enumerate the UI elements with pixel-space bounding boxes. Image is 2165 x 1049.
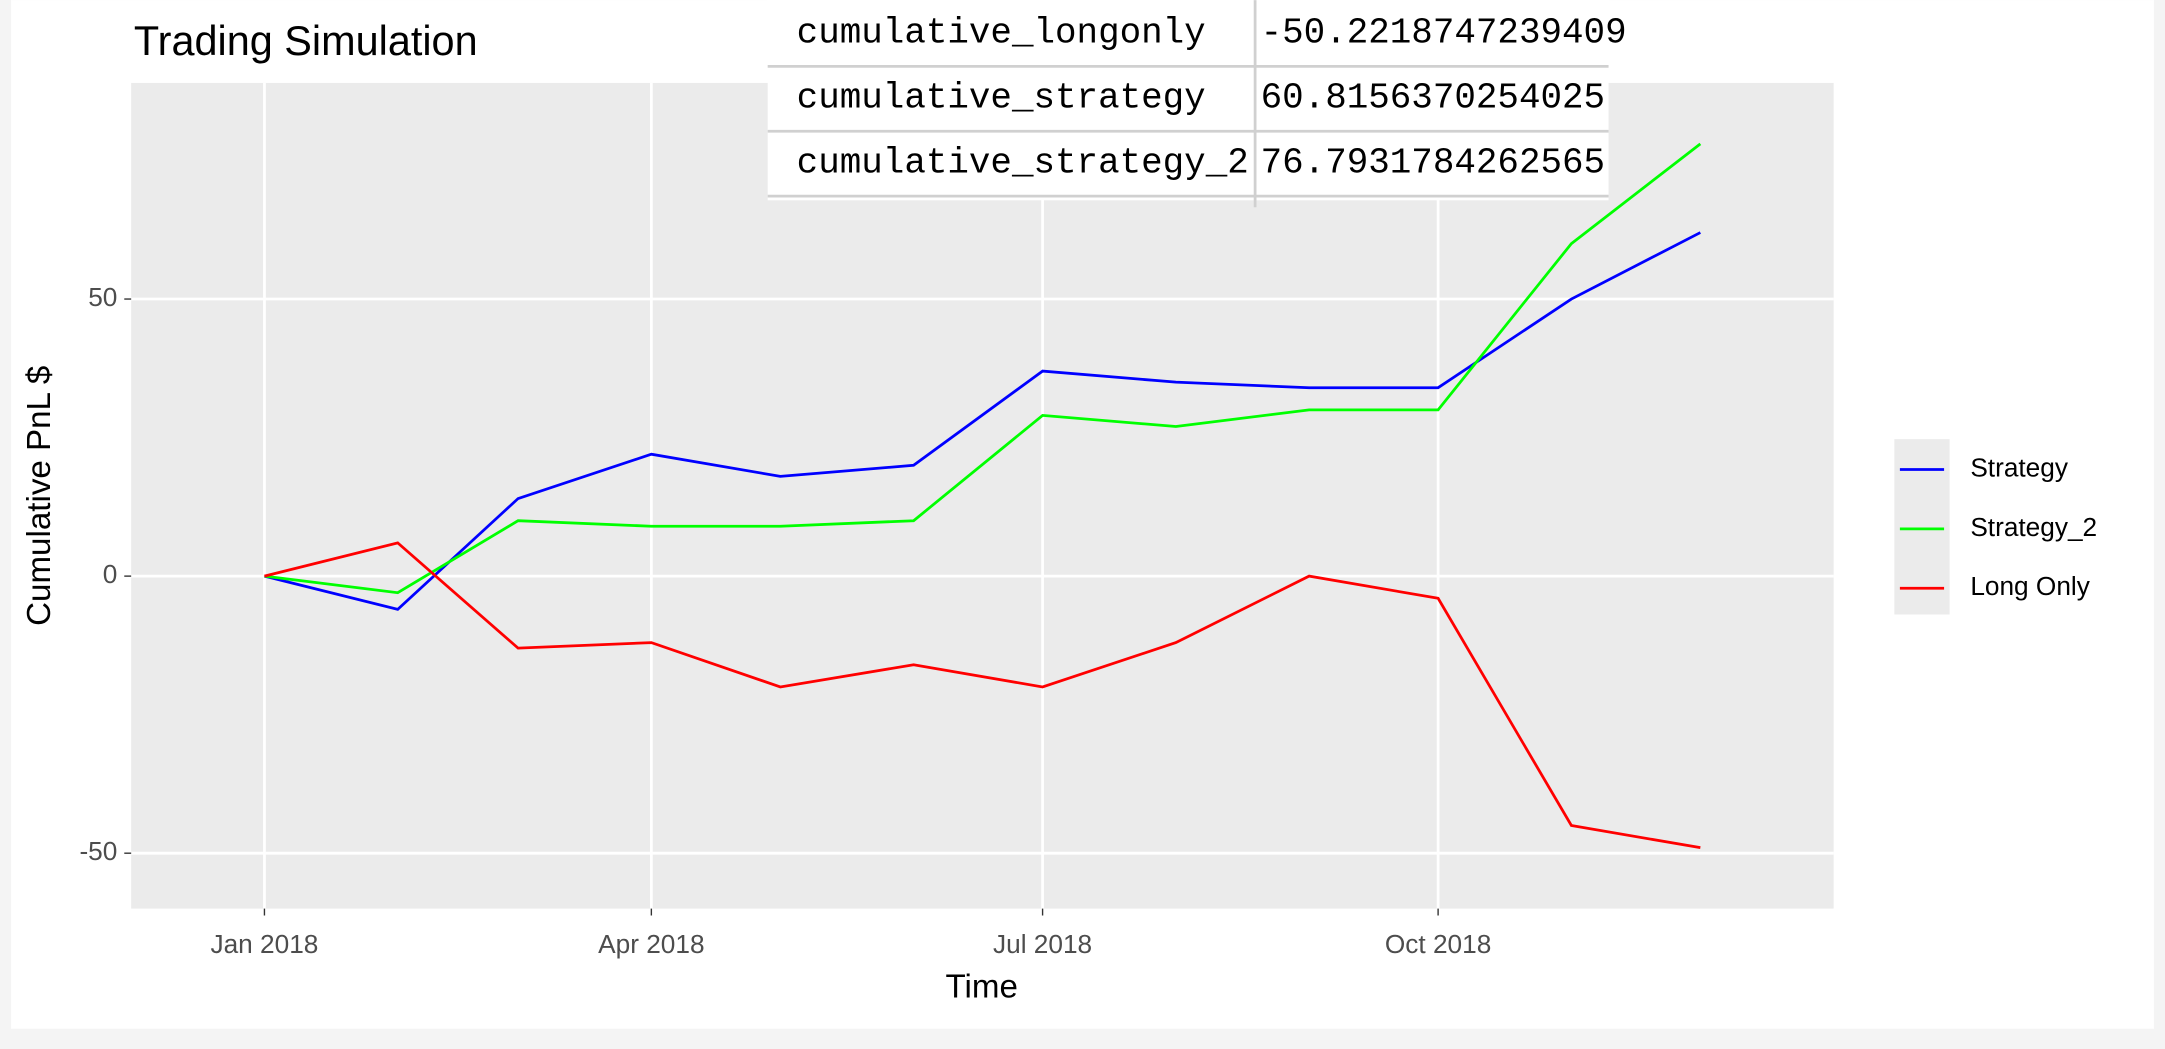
plot-panel: [131, 82, 1834, 909]
y-tick-label: -50: [79, 836, 117, 866]
series-line: [264, 541, 1701, 850]
y-tick-label: 0: [103, 559, 118, 589]
series-line: [264, 231, 1701, 611]
legend-label: Strategy: [1970, 452, 2069, 482]
grid: -50 0 50 Jan 2018 Apr 2018 Jul 2018 Oct 2018: [79, 82, 1834, 959]
x-tick-label: Oct 2018: [1385, 929, 1491, 959]
legend-label: Long Only: [1970, 571, 2090, 601]
x-axis-label: Time: [946, 968, 1018, 1005]
x-tick-label: Jul 2018: [993, 929, 1092, 959]
table-cell: -50.2218747239409: [1261, 13, 1627, 54]
table: cumulative_longonly -50.2218747239409 cumu…: [767, 0, 1627, 208]
y-axis-label: Cumulative PnL $: [21, 366, 58, 626]
lines: [264, 142, 1702, 850]
table-cell: 76.7931784262565: [1261, 142, 1605, 183]
table-cell: cumulative_strategy_2: [797, 142, 1249, 183]
chart-title: Trading Simulation: [134, 18, 478, 64]
table-cell: cumulative_longonly: [797, 13, 1206, 54]
table-background: [767, 0, 1609, 201]
x-tick-label: Jan 2018: [210, 929, 318, 959]
series-line: [264, 142, 1702, 595]
legend-label: Strategy_2: [1970, 512, 2097, 542]
legend: Strategy Strategy_2 Long Only: [1899, 452, 2097, 601]
x-tick-label: Apr 2018: [598, 929, 704, 959]
table-cell: 60.8156370254025: [1261, 78, 1605, 119]
table-cell: cumulative_strategy: [797, 78, 1206, 119]
y-tick-label: 50: [88, 282, 117, 312]
